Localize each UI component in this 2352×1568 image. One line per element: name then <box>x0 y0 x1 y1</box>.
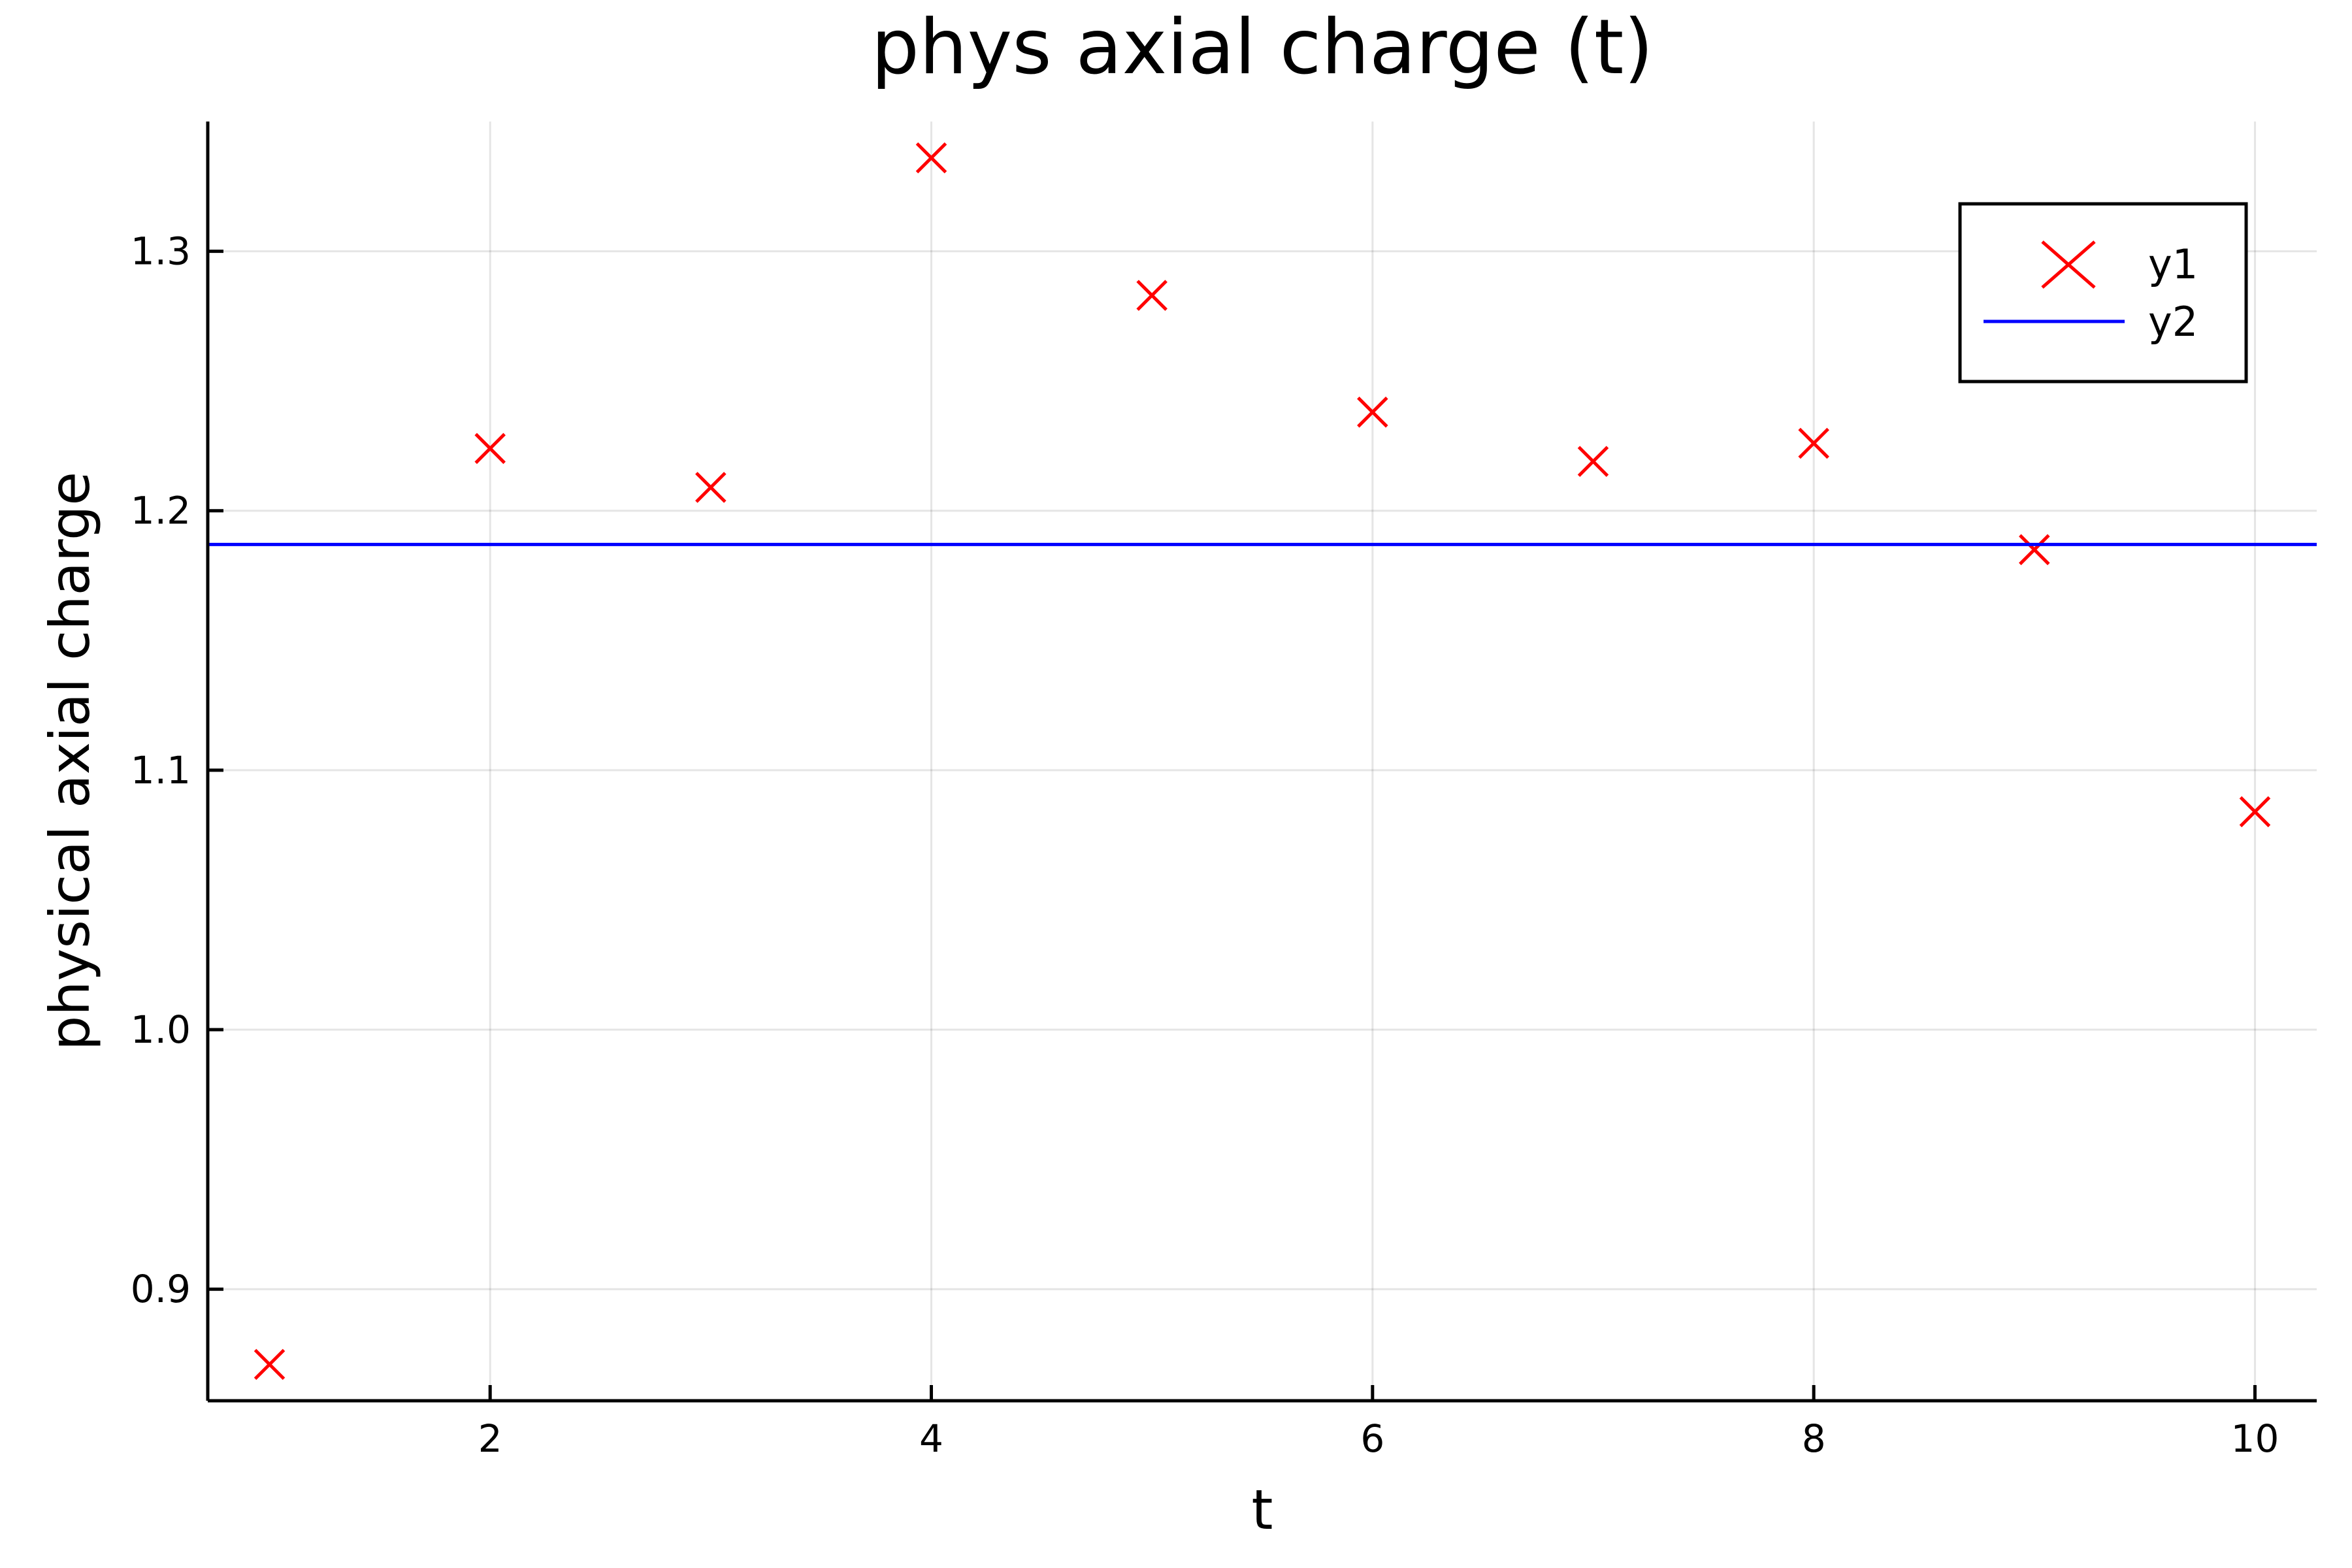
y-tick-label: 1.1 <box>131 748 191 792</box>
y-tick-label: 1.3 <box>131 229 191 274</box>
chart-title: phys axial charge (t) <box>871 3 1653 91</box>
x-tick-label: 10 <box>2231 1416 2279 1461</box>
data-point-y1 <box>1136 280 1168 311</box>
legend: y1 y2 <box>1958 202 2248 384</box>
y-tick-label: 1.0 <box>131 1007 191 1052</box>
data-point-y1 <box>474 433 506 465</box>
y-axis-label: physical axial charge <box>38 472 102 1051</box>
x-tick-label: 6 <box>1360 1416 1384 1461</box>
data-point-y1 <box>915 142 947 174</box>
y-tick-label: 0.9 <box>131 1267 191 1311</box>
legend-marker-y1 <box>2041 240 2096 289</box>
plot-area <box>208 142 2317 1380</box>
data-point-y1 <box>1577 446 1609 478</box>
legend-label-y1: y1 <box>2148 240 2198 288</box>
legend-label-y2: y2 <box>2148 298 2198 346</box>
legend-box <box>1958 202 2248 384</box>
y-tick-label: 1.2 <box>131 489 191 533</box>
ticks: 2 4 6 8 10 0.9 1.0 1.1 1.2 1.3 <box>131 229 2279 1461</box>
data-point-y1 <box>1798 427 1829 459</box>
data-point-y1 <box>253 1348 286 1380</box>
data-point-y1 <box>1357 397 1388 428</box>
x-tick-label: 2 <box>478 1416 502 1461</box>
x-tick-label: 8 <box>1802 1416 1826 1461</box>
data-point-y1 <box>2019 534 2050 566</box>
axes <box>206 122 2317 1403</box>
x-tick-label: 4 <box>919 1416 943 1461</box>
data-point-y1 <box>695 472 727 503</box>
x-axis-label: t <box>1252 1478 1273 1542</box>
data-point-y1 <box>2239 796 2271 828</box>
